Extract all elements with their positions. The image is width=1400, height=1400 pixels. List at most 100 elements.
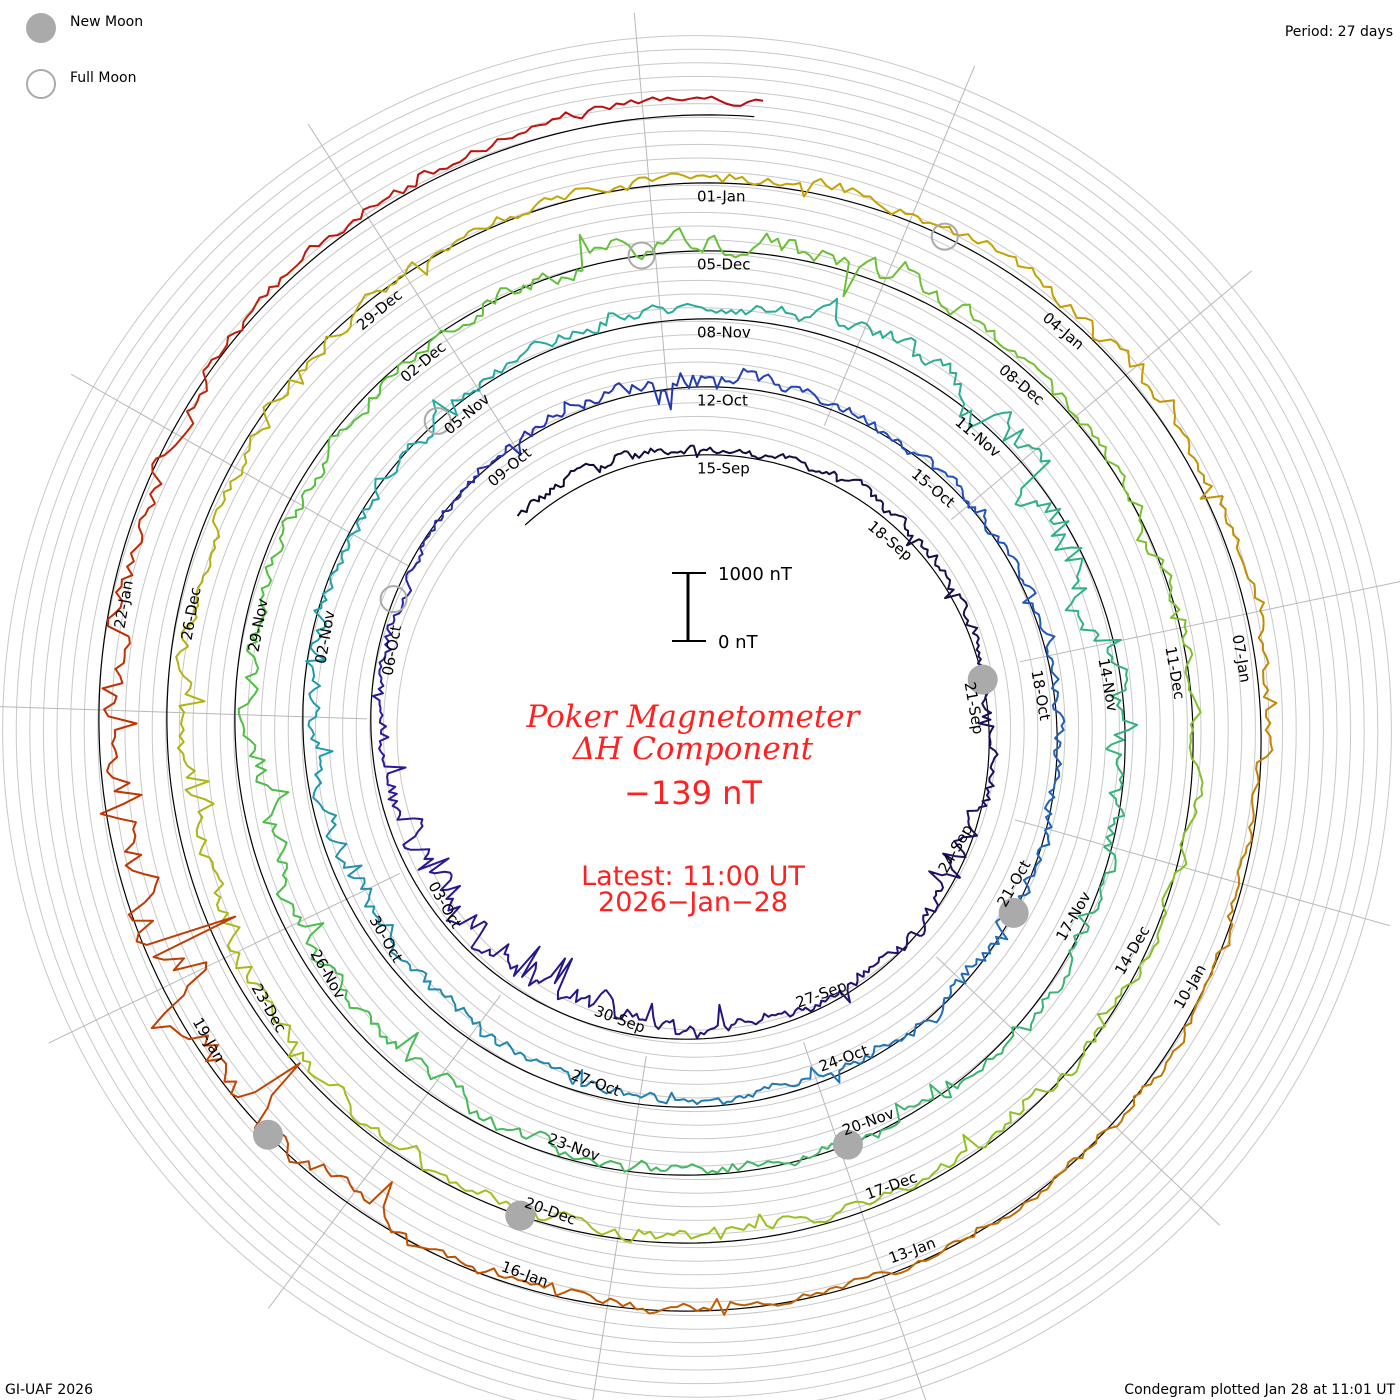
grid-ring xyxy=(42,75,1352,1385)
date-label: 30-Oct xyxy=(365,912,406,965)
trace-segment xyxy=(528,1206,645,1243)
full-moon-marker xyxy=(930,222,959,251)
grid-ring xyxy=(369,402,1025,1058)
full-moon-marker xyxy=(627,241,656,270)
grid-ring xyxy=(70,103,1324,1357)
period-label: Period: 27 days xyxy=(1284,24,1393,40)
trace-segment xyxy=(578,227,693,272)
trace-segment xyxy=(903,973,967,1039)
trace-segment xyxy=(180,529,221,648)
trace-segment xyxy=(1105,651,1139,750)
trace-segment xyxy=(691,304,791,316)
trace-segment xyxy=(428,988,497,1045)
trace-segment xyxy=(101,636,138,772)
date-label: 24-Sep xyxy=(934,821,976,876)
trace-segment xyxy=(279,1131,393,1218)
trace-segment xyxy=(691,232,805,259)
current-value: −139 nT xyxy=(624,774,762,812)
trace-segment xyxy=(392,314,483,377)
grid-ring xyxy=(301,334,1093,1126)
trace-segment xyxy=(1022,583,1056,664)
trace-segment xyxy=(432,362,509,424)
latest-time: Latest: 11:00 UT xyxy=(581,861,805,892)
trace-segment xyxy=(276,460,328,556)
trace-segment xyxy=(743,1066,828,1099)
grid-spoke xyxy=(1019,581,1400,663)
trace-segment xyxy=(516,476,568,517)
grid-spoke xyxy=(950,270,1252,520)
trace-segment xyxy=(184,764,221,880)
trace-segment xyxy=(1179,752,1204,870)
trace-segment xyxy=(255,759,290,862)
trace-segment xyxy=(415,123,547,187)
grid-spoke xyxy=(70,373,411,568)
trace-segment xyxy=(481,269,583,316)
trace-segment xyxy=(448,195,566,251)
trace-segment xyxy=(758,1200,876,1230)
footer-plotted: Condegram plotted Jan 28 at 11:01 UT xyxy=(1124,1382,1395,1398)
date-label: 18-Oct xyxy=(1027,669,1054,722)
trace-segment xyxy=(657,1091,745,1106)
trace-segment xyxy=(349,249,450,327)
grid-ring xyxy=(246,279,1148,1181)
scale-bottom-label: 0 nT xyxy=(718,632,759,653)
grid-ring xyxy=(151,184,1243,1276)
trace-segment xyxy=(1014,459,1083,562)
trace-segment xyxy=(545,96,690,126)
trace-segment xyxy=(643,1213,761,1240)
grid-ring xyxy=(355,388,1039,1072)
trace-segment xyxy=(127,901,237,1037)
trace-segment xyxy=(495,1041,574,1085)
trace-segment xyxy=(246,553,278,659)
trace-segment xyxy=(597,302,693,334)
grid-spoke xyxy=(267,994,501,1309)
date-label: 22-Jan xyxy=(111,579,137,630)
trace-segment xyxy=(372,677,390,753)
new-moon-marker xyxy=(252,1119,283,1150)
grid-ring xyxy=(29,62,1365,1398)
trace-segment xyxy=(890,330,966,405)
trace-segment xyxy=(571,1069,659,1102)
grid-ring xyxy=(219,252,1175,1208)
full-moon-legend-label: Full Moon xyxy=(70,70,137,86)
trace-segment xyxy=(862,930,922,978)
grid-ring xyxy=(396,429,998,1031)
trace-segment xyxy=(550,1144,652,1173)
trace-segment xyxy=(439,875,488,949)
grid xyxy=(0,12,1400,1400)
trace-segment xyxy=(944,1026,1020,1099)
new-moon-legend-icon xyxy=(26,13,56,43)
trace-segment xyxy=(328,1083,422,1162)
new-moon-marker xyxy=(967,664,998,695)
trace-segment xyxy=(605,989,667,1030)
grid-ring xyxy=(2,35,1392,1400)
date-label: 27-Oct xyxy=(569,1066,623,1100)
trace-segment xyxy=(262,326,352,417)
trace-segment xyxy=(535,957,607,1008)
trace-segment xyxy=(202,264,299,372)
trace-segment xyxy=(958,403,1051,463)
date-label: 07-Jan xyxy=(1228,633,1254,684)
trace-segment xyxy=(1019,1120,1123,1210)
trace-segment xyxy=(690,173,822,198)
moon-markers xyxy=(252,222,1029,1231)
grid-ring xyxy=(138,171,1256,1289)
scale-top-label: 1000 nT xyxy=(718,564,793,585)
trace-segment xyxy=(507,328,599,365)
trace-segment xyxy=(1008,349,1093,430)
trace-segment xyxy=(942,809,978,879)
date-label: 15-Sep xyxy=(697,460,750,478)
trace-segment xyxy=(211,415,271,531)
grid-spoke xyxy=(633,12,669,402)
new-moon-marker xyxy=(505,1200,536,1231)
date-label: 11-Dec xyxy=(1161,645,1188,701)
grid-ring xyxy=(165,198,1229,1262)
trace-segment xyxy=(918,274,1009,352)
full-moon-marker xyxy=(379,585,408,614)
grid-ring xyxy=(124,157,1270,1303)
trace-segment xyxy=(611,372,694,411)
trace-segment xyxy=(402,817,453,876)
trace-segment xyxy=(757,453,823,475)
trace-segment xyxy=(874,1133,980,1203)
